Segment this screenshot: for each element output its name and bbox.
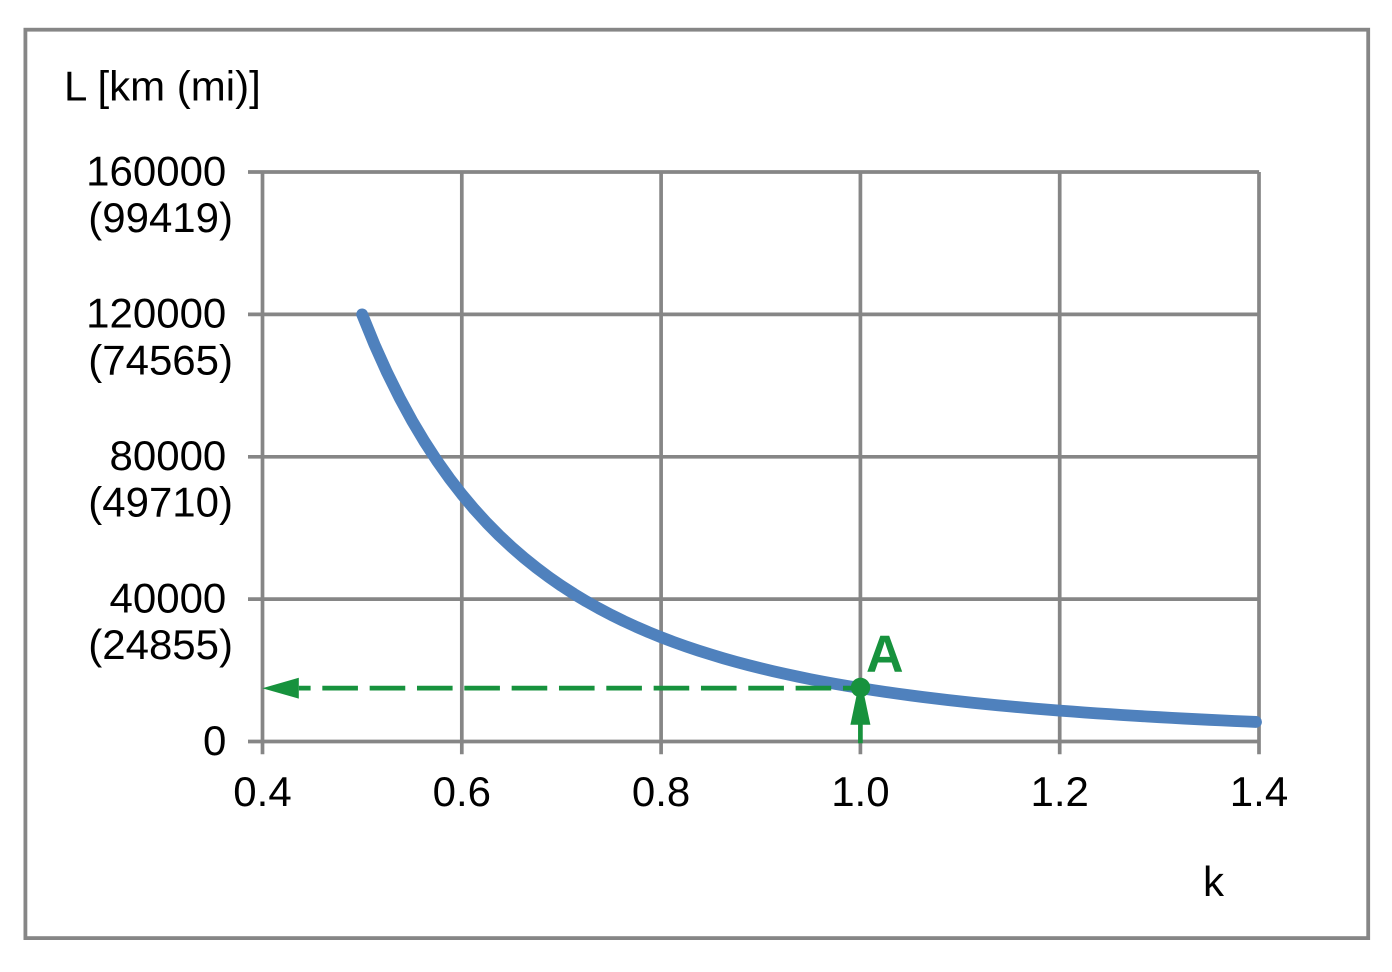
svg-text:0.6: 0.6 [433,768,491,815]
svg-text:0: 0 [203,717,226,764]
svg-text:120000: 120000 [86,290,226,337]
svg-text:0.8: 0.8 [632,768,690,815]
svg-text:0.4: 0.4 [233,768,291,815]
svg-text:1.4: 1.4 [1230,768,1288,815]
svg-text:L [km (mi)]: L [km (mi)] [64,62,261,109]
svg-text:k: k [1203,858,1225,905]
svg-text:1.0: 1.0 [831,768,889,815]
svg-text:(99419): (99419) [88,194,233,241]
svg-text:40000: 40000 [110,574,227,621]
svg-text:80000: 80000 [110,432,227,479]
svg-text:(24855): (24855) [88,621,233,668]
svg-text:A: A [866,625,904,683]
svg-text:(74565): (74565) [88,336,233,383]
svg-text:1.2: 1.2 [1031,768,1089,815]
svg-text:(49710): (49710) [88,479,233,526]
svg-text:160000: 160000 [86,147,226,194]
